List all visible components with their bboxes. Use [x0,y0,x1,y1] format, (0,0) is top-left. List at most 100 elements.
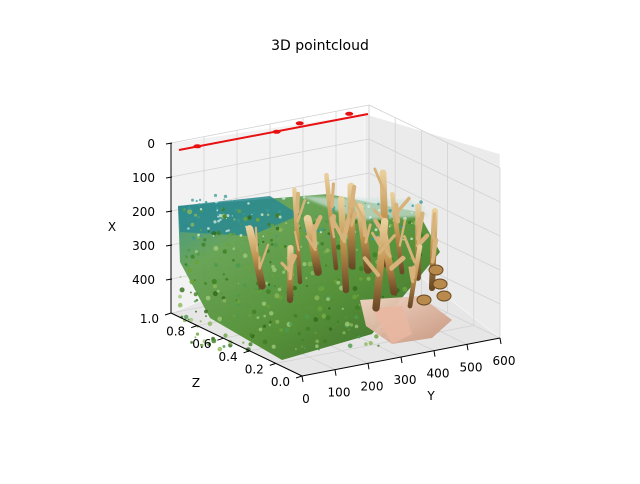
texture-point [326,297,330,301]
texture-point [240,234,243,237]
texture-point [293,286,297,290]
y-tick-mark [335,370,336,376]
texture-point [213,235,215,237]
texture-point [377,345,379,347]
texture-point [191,223,195,227]
texture-point [254,201,255,202]
texture-point [215,197,217,199]
texture-point [267,214,270,217]
texture-point [226,218,227,219]
texture-point [253,212,255,214]
texture-point [259,328,263,332]
texture-point [276,227,279,230]
texture-point [182,209,185,212]
texture-point [376,247,378,249]
texture-point [357,294,359,296]
texture-point [261,213,264,216]
texture-point [233,233,235,235]
texture-point [205,315,207,317]
texture-point [207,227,210,230]
texture-point [372,252,377,257]
texture-point [267,223,270,226]
coral-branch [396,205,398,222]
texture-point [378,209,381,212]
texture-point [196,333,199,336]
texture-point [275,320,279,324]
texture-point [221,207,223,209]
coral-branch [433,214,434,238]
texture-point [299,227,301,229]
texture-point [194,292,198,296]
z-tick-mark [165,313,171,315]
texture-point [200,229,202,231]
texture-point [236,299,240,303]
z-tick-label: 1.0 [140,312,159,326]
texture-point [364,203,365,204]
texture-point [237,209,241,213]
texture-point [204,310,208,314]
coral-branch [297,194,298,212]
texture-point [217,216,219,218]
texture-point [376,196,379,199]
texture-point [300,246,302,248]
texture-point [257,206,258,207]
texture-point [281,218,283,220]
texture-point [211,338,216,343]
y-tick-label: 600 [493,354,516,368]
texture-point [294,314,298,318]
texture-point [356,333,358,335]
texture-point [375,228,378,231]
coral-branch [290,254,292,278]
z-tick-label: 0.4 [219,350,238,364]
texture-point [237,294,240,297]
texture-point [262,302,266,306]
texture-point [195,250,198,253]
texture-point [266,289,271,294]
texture-point [269,321,272,324]
texture-point [200,320,202,322]
texture-point [321,287,325,291]
texture-point [328,307,331,310]
texture-point [217,220,220,223]
highlight-blob [345,112,353,116]
highlight-blob [193,144,201,148]
texture-point [185,255,187,257]
x-tick-label: 0 [147,137,155,151]
texture-point [256,218,260,222]
texture-point [217,317,222,322]
texture-point [337,321,340,324]
texture-point [415,195,418,198]
texture-point [232,215,233,216]
texture-point [314,295,319,300]
texture-point [278,210,281,213]
texture-point [325,248,329,252]
texture-point [218,222,220,224]
texture-point [199,199,201,201]
texture-point [184,315,188,319]
texture-point [223,345,226,348]
texture-point [359,277,363,281]
texture-point [329,327,332,330]
texture-point [189,318,193,322]
texture-point [410,238,413,241]
y-tick-label: 300 [394,373,417,387]
texture-point [198,203,201,206]
texture-point [265,290,267,292]
texture-point [268,283,271,286]
texture-point [212,279,217,284]
texture-point [270,267,272,269]
texture-point [325,220,328,223]
texture-point [217,213,220,216]
texture-point [188,268,193,273]
texture-point [282,196,286,200]
texture-point [282,271,285,274]
texture-point [354,315,358,319]
texture-point [269,261,271,263]
y-tick-mark [434,351,435,357]
texture-point [408,221,412,225]
texture-point [178,303,183,308]
texture-point [411,212,413,214]
texture-point [272,345,276,349]
texture-point [232,259,235,262]
texture-point [424,218,426,220]
